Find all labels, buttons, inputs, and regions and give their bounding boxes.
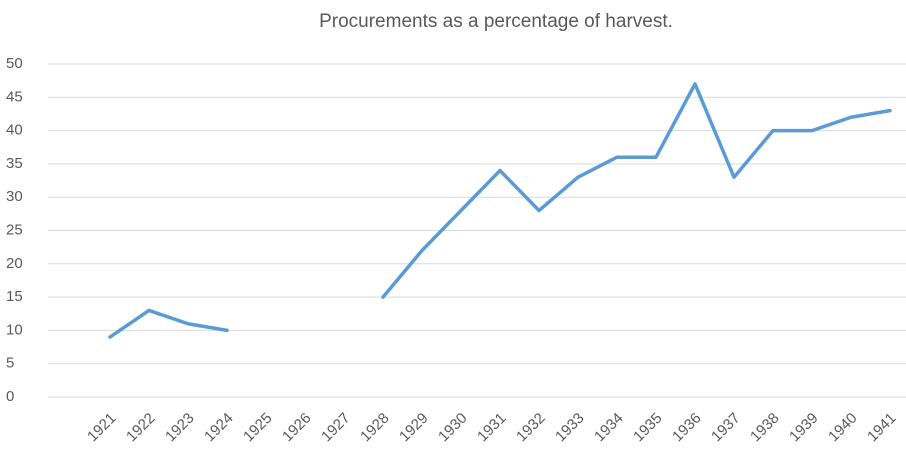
- x-tick-label: 1936: [669, 410, 705, 446]
- y-tick-label: 5: [6, 355, 14, 372]
- y-tick-label: 30: [6, 188, 23, 205]
- y-tick-label: 50: [6, 55, 23, 72]
- y-tick-label: 10: [6, 321, 23, 338]
- chart-title: Procurements as a percentage of harvest.: [319, 11, 673, 32]
- y-tick-label: 20: [6, 255, 23, 272]
- x-tick-label: 1938: [747, 410, 783, 446]
- x-tick-label: 1932: [513, 410, 549, 446]
- x-tick-label: 1922: [123, 410, 159, 446]
- x-tick-label: 1924: [201, 410, 237, 446]
- x-tick-label: 1921: [84, 410, 120, 446]
- x-tick-label: 1935: [630, 410, 666, 446]
- y-tick-label: 25: [6, 221, 23, 238]
- y-tick-label: 0: [6, 388, 14, 405]
- x-tick-label: 1934: [591, 410, 627, 446]
- x-tick-label: 1933: [552, 410, 588, 446]
- x-tick-label: 1928: [357, 410, 393, 446]
- x-tick-label: 1940: [825, 410, 861, 446]
- y-tick-label: 15: [6, 288, 23, 305]
- y-tick-label: 40: [6, 122, 23, 139]
- x-tick-label: 1930: [435, 410, 471, 446]
- x-tick-label: 1941: [864, 410, 900, 446]
- x-tick-label: 1929: [396, 410, 432, 446]
- y-tick-label: 35: [6, 155, 23, 172]
- x-tick-label: 1931: [474, 410, 510, 446]
- x-tick-label: 1925: [240, 410, 276, 446]
- x-tick-label: 1926: [279, 410, 315, 446]
- x-tick-label: 1937: [708, 410, 744, 446]
- data-line: [108, 82, 892, 339]
- y-tick-label: 45: [6, 88, 23, 105]
- x-tick-label: 1923: [162, 410, 198, 446]
- x-tick-label: 1939: [786, 410, 822, 446]
- x-tick-label: 1927: [318, 410, 354, 446]
